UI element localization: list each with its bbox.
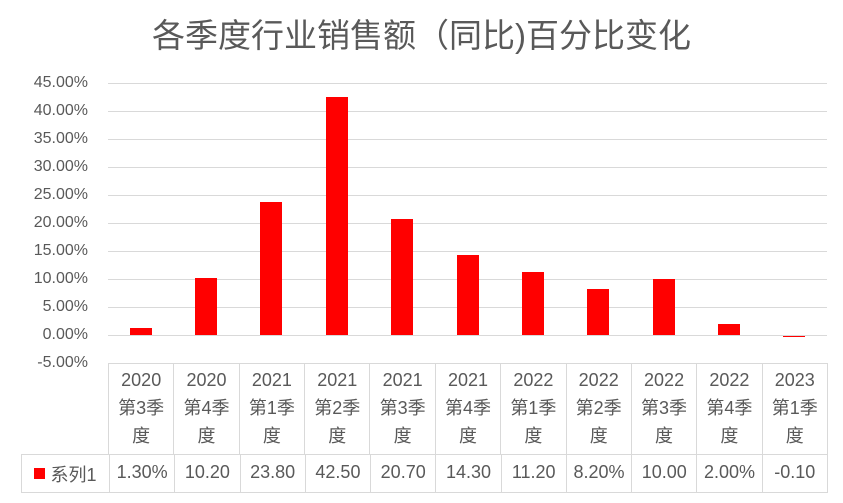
y-axis-tick-label: -5.00% [37, 354, 88, 371]
gridline [108, 167, 827, 168]
bar [653, 279, 675, 335]
table-value-cell: 20.70 [370, 455, 435, 492]
category-year: 2020 [186, 370, 227, 390]
category-year: 2022 [644, 370, 685, 390]
table-value-cell: 10.20 [174, 455, 239, 492]
gridline [108, 195, 827, 196]
table-value-cell: 8.20% [565, 455, 631, 492]
table-value-cell: 23.80 [239, 455, 305, 492]
gridline [108, 251, 827, 252]
category-quarter: 第3季度 [641, 398, 688, 446]
table-header-row: 2020 第3季度 2020 第4季度 2021 第1季度 2021 第2季度 2021 第3季度… [108, 363, 828, 455]
category-quarter: 第1季度 [771, 398, 818, 446]
bar [457, 255, 479, 335]
table-value-cell: 14.30 [435, 455, 500, 492]
table-value-cell: 1.30% [109, 455, 174, 492]
series-swatch-icon [34, 468, 46, 479]
table-header-cell: 2022 第3季度 [630, 364, 696, 455]
gridline [108, 83, 827, 84]
y-axis-tick-label: 20.00% [33, 214, 88, 231]
category-year: 2022 [513, 370, 554, 390]
bar [130, 328, 152, 335]
bar [260, 202, 282, 335]
y-axis-tick-label: 15.00% [33, 242, 88, 259]
table-header-cell: 2021 第2季度 [304, 364, 369, 455]
table-header-cell: 2022 第1季度 [500, 364, 565, 455]
category-year: 2021 [251, 370, 292, 390]
category-quarter: 第1季度 [510, 398, 557, 446]
bar [718, 324, 740, 335]
gridline [108, 223, 827, 224]
table-header-cell: 2022 第2季度 [565, 364, 631, 455]
table-header-cell: 2021 第4季度 [434, 364, 500, 455]
bar [587, 289, 609, 335]
category-year: 2023 [774, 370, 815, 390]
y-axis-tick-label: 0.00% [42, 326, 88, 343]
table-header-cell: 2021 第1季度 [238, 364, 304, 455]
category-quarter: 第4季度 [183, 398, 230, 446]
category-year: 2022 [578, 370, 619, 390]
category-year: 2021 [447, 370, 488, 390]
legend-key-cell: 系列1 [22, 455, 109, 492]
table-value-cell: 10.00 [631, 455, 696, 492]
table-value-cell: 42.50 [304, 455, 370, 492]
category-year: 2020 [121, 370, 162, 390]
category-year: 2021 [317, 370, 358, 390]
y-axis-tick-label: 10.00% [33, 270, 88, 287]
bar [195, 278, 217, 335]
bar [783, 336, 805, 337]
series-name: 系列1 [50, 464, 97, 485]
bar [391, 219, 413, 335]
table-value-row: 系列1 1.30% 10.20 23.80 42.50 20.70 14.30 11.20 8.… [21, 454, 828, 493]
y-axis-tick-label: 40.00% [33, 102, 88, 119]
table-value-cell: -0.10 [761, 455, 827, 492]
table-header-cell: 2021 第3季度 [369, 364, 434, 455]
gridline [108, 335, 827, 336]
category-quarter: 第2季度 [575, 398, 622, 446]
y-axis-tick-label: 5.00% [42, 298, 88, 315]
gridline [108, 139, 827, 140]
category-quarter: 第4季度 [444, 398, 491, 446]
chart-title: 各季度行业销售额（同比)百分比变化 [152, 17, 691, 54]
category-quarter: 第4季度 [706, 398, 753, 446]
table-value-cell: 11.20 [500, 455, 566, 492]
table-header-cell: 2020 第4季度 [173, 364, 238, 455]
table-header-cell: 2023 第1季度 [761, 364, 827, 455]
category-quarter: 第2季度 [314, 398, 361, 446]
y-axis-tick-label: 35.00% [33, 130, 88, 147]
gridline [108, 111, 827, 112]
category-year: 2021 [382, 370, 423, 390]
category-year: 2022 [709, 370, 750, 390]
bar [522, 272, 544, 335]
category-quarter: 第3季度 [118, 398, 165, 446]
table-header-cell: 2020 第3季度 [109, 364, 173, 455]
table-value-cell: 2.00% [696, 455, 761, 492]
table-header-cell: 2022 第4季度 [696, 364, 761, 455]
bar [326, 97, 348, 335]
category-quarter: 第1季度 [248, 398, 295, 446]
y-axis-tick-label: 25.00% [33, 186, 88, 203]
y-axis-tick-label: 45.00% [33, 74, 88, 91]
category-quarter: 第3季度 [379, 398, 426, 446]
y-axis-tick-label: 30.00% [33, 158, 88, 175]
